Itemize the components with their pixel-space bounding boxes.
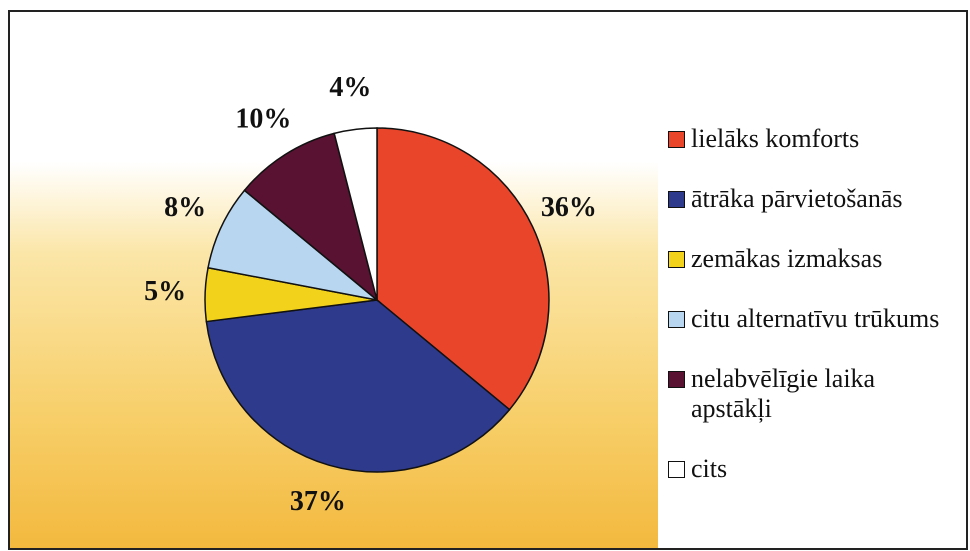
- legend-swatch: [668, 371, 685, 388]
- legend-item: zemākas izmaksas: [668, 244, 968, 274]
- pie-slice: [205, 299, 511, 473]
- legend-background: [658, 74, 966, 548]
- legend-label: ātrāka pārvietošanās: [691, 184, 903, 213]
- data-label: 37%: [290, 486, 346, 517]
- legend-item: lielāks komforts: [668, 124, 968, 154]
- legend-label: zemākas izmaksas: [691, 244, 883, 273]
- data-label: 4%: [329, 72, 371, 103]
- pie-slice: [243, 132, 379, 303]
- legend-item: citu alternatīvu trūkums: [668, 304, 968, 334]
- legend-label: nelabvēlīgie laika apstākļi: [691, 364, 876, 423]
- legend-swatch: [668, 191, 685, 208]
- chart-frame: [8, 10, 968, 550]
- legend-label: lielāks komforts: [691, 124, 860, 153]
- pie-slice: [333, 127, 378, 301]
- legend-swatch: [668, 311, 685, 328]
- legend-swatch: [668, 251, 685, 268]
- legend-item: cits: [668, 454, 968, 484]
- data-label: 36%: [541, 192, 597, 223]
- data-label: 5%: [144, 276, 186, 307]
- legend-label: citu alternatīvu trūkums: [691, 304, 940, 333]
- legend-item: ātrāka pārvietošanās: [668, 184, 968, 214]
- data-label: 10%: [235, 103, 291, 134]
- legend-swatch: [668, 461, 685, 478]
- legend-label: cits: [691, 454, 728, 483]
- pie-slice: [376, 127, 550, 411]
- legend: lielāks komforts ātrāka pārvietošanās zemā…: [668, 124, 968, 484]
- legend-item: nelabvēlīgie laika apstākļi: [668, 364, 968, 424]
- data-label: 8%: [164, 192, 206, 223]
- legend-swatch: [668, 131, 685, 148]
